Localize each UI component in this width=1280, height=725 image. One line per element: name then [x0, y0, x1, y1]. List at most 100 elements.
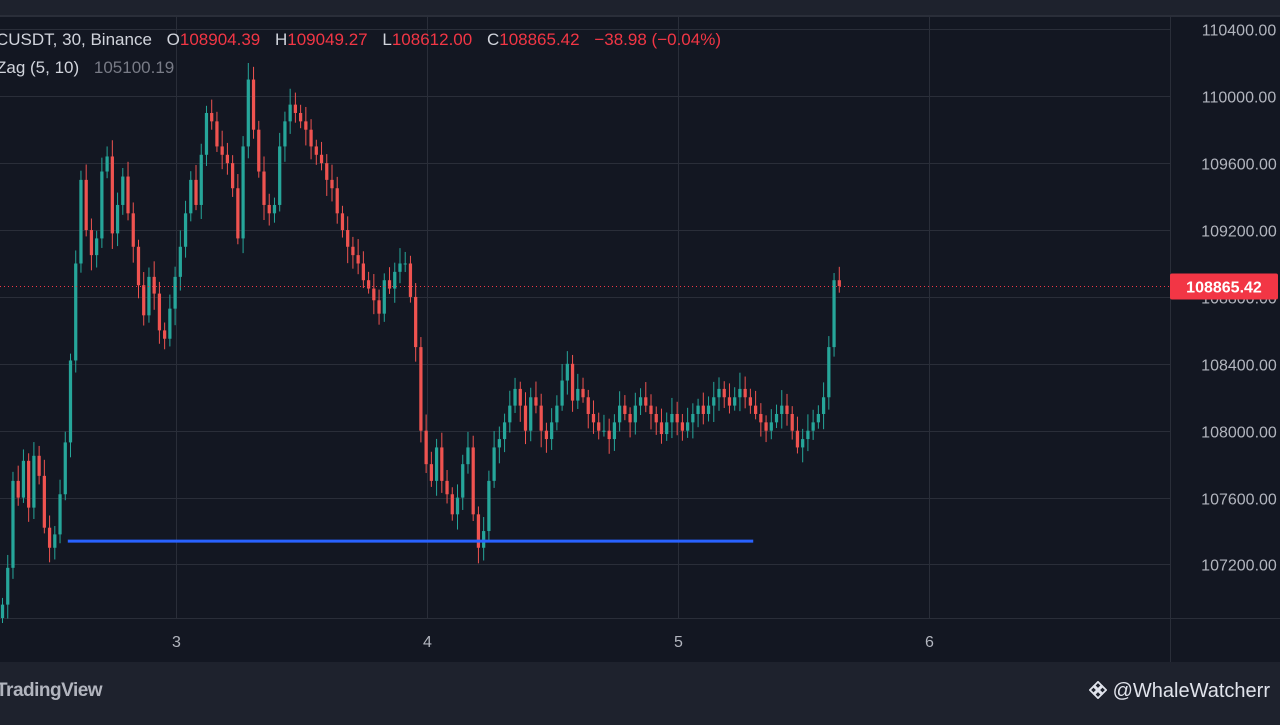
- candle-body-up: [618, 405, 622, 423]
- symbol-label: CUSDT, 30, Binance: [0, 30, 152, 49]
- candle-body-down: [534, 397, 538, 406]
- candle-body-down: [764, 422, 768, 431]
- candle-body-up: [665, 422, 669, 435]
- candle-body-down: [304, 121, 308, 130]
- candle-body-up: [434, 447, 439, 481]
- candle-body-up: [6, 567, 10, 605]
- indicator-value: 105100.19: [93, 58, 175, 77]
- candle-body-up: [74, 263, 78, 361]
- candle-body-down: [293, 104, 298, 113]
- candle-body-down: [450, 494, 454, 515]
- open-value: O108904.39: [167, 30, 261, 49]
- high-number: 109049.27: [287, 30, 368, 49]
- low-value: L108612.00: [382, 30, 472, 49]
- candle-body-down: [84, 179, 88, 231]
- candle-body-up: [821, 397, 826, 414]
- candle-body-up: [638, 397, 643, 406]
- candle-body-up: [513, 388, 517, 406]
- candle-body-down: [570, 363, 575, 401]
- candle-body-down: [644, 397, 648, 406]
- candle-body-down: [262, 171, 266, 205]
- candle-body-down: [361, 263, 365, 281]
- candle-body-up: [283, 121, 287, 147]
- candle-body-up: [466, 447, 470, 465]
- candle-body-down: [445, 480, 449, 495]
- candle-body-up: [278, 146, 282, 205]
- candle-body-up: [816, 413, 820, 423]
- time-tick-label: 4: [423, 634, 432, 651]
- candle-body-down: [586, 397, 590, 414]
- candle-body-down: [759, 413, 763, 423]
- candle-body-up: [461, 464, 465, 498]
- candle-body-down: [152, 276, 156, 294]
- candle-body-up: [95, 238, 99, 256]
- candle-body-down: [440, 447, 444, 481]
- candle-body-up: [492, 447, 496, 481]
- ohlc-legend-row: CUSDT, 30, Binance O108904.39 H109049.27…: [0, 28, 731, 56]
- binance-icon: [1088, 681, 1107, 699]
- candle-body-down: [325, 163, 329, 180]
- candle-body-down: [351, 246, 355, 256]
- price-tick-label: 110400.00: [1202, 23, 1277, 40]
- candle-body-down: [429, 464, 433, 481]
- time-tick-label: 3: [172, 634, 181, 651]
- candle-body-up: [288, 104, 292, 122]
- chart-legend: CUSDT, 30, Binance O108904.39 H109049.27…: [0, 28, 731, 84]
- price-tick-label: 110000.00: [1202, 90, 1277, 107]
- candle-body-down: [539, 405, 543, 431]
- candle-body-up: [100, 171, 104, 239]
- candle-body-down: [654, 413, 658, 423]
- candle-body-up: [733, 397, 737, 406]
- candle-body-up: [633, 405, 637, 423]
- candle-body-down: [37, 455, 41, 476]
- candle-body-up: [68, 360, 73, 443]
- candle-body-down: [743, 388, 747, 398]
- candle-body-up: [612, 422, 617, 440]
- time-tick-label: 6: [925, 634, 934, 651]
- candle-body-up: [487, 480, 491, 532]
- candle-body-down: [346, 230, 350, 247]
- candle-body-down: [607, 430, 611, 440]
- candle-body-down: [340, 213, 345, 231]
- candle-body-down: [471, 447, 475, 515]
- candle-body-up: [32, 455, 36, 508]
- candle-body-up: [482, 531, 486, 548]
- candle-body-up: [105, 156, 109, 172]
- candle-body-up: [63, 442, 67, 495]
- candle-body-down: [628, 413, 632, 423]
- change-value: −38.98 (−0.04%): [594, 30, 721, 49]
- price-tick-label: 109200.00: [1201, 224, 1277, 241]
- candle-body-up: [168, 308, 172, 339]
- candle-body-down: [142, 285, 146, 316]
- close-number: 108865.42: [499, 30, 580, 49]
- candle-body-up: [53, 534, 57, 548]
- candle-body-down: [623, 405, 627, 414]
- candle-body-up: [774, 413, 779, 423]
- candle-body-down: [476, 514, 481, 548]
- high-label: H: [274, 30, 288, 49]
- candle-body-down: [675, 413, 679, 423]
- close-value: C108865.42: [487, 30, 580, 49]
- candle-body-up: [189, 179, 193, 214]
- candle-body-up: [121, 176, 125, 205]
- close-label: C: [486, 30, 500, 49]
- candle-body-up: [147, 276, 151, 316]
- last-price-tag: [1170, 273, 1278, 300]
- candle-body-up: [565, 363, 569, 381]
- candle-body-down: [16, 480, 20, 498]
- candle-body-down: [257, 129, 261, 172]
- low-label: L: [382, 30, 392, 49]
- candle-body-up: [738, 388, 742, 398]
- candle-body-down: [372, 288, 376, 301]
- open-number: 108904.39: [179, 30, 261, 49]
- candle-body-up: [403, 263, 407, 265]
- candle-body-up: [602, 430, 606, 432]
- candle-body-down: [298, 112, 303, 122]
- time-tick-label: 5: [674, 634, 683, 651]
- candle-body-up: [832, 280, 836, 348]
- time-axis-background: [0, 618, 1280, 662]
- candle-body-up: [508, 405, 512, 423]
- tradingview-logo[interactable]: TradingView: [0, 680, 103, 701]
